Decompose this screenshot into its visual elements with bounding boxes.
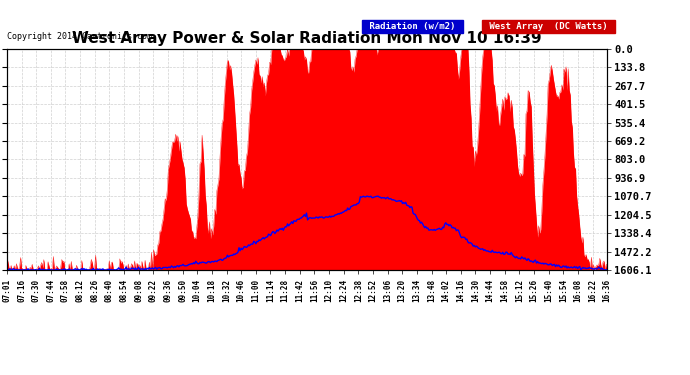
Text: West Array  (DC Watts): West Array (DC Watts) xyxy=(484,22,613,31)
Text: Radiation (w/m2): Radiation (w/m2) xyxy=(364,22,461,31)
Text: Copyright 2014 Cartronics.com: Copyright 2014 Cartronics.com xyxy=(7,32,152,41)
Title: West Array Power & Solar Radiation Mon Nov 10 16:39: West Array Power & Solar Radiation Mon N… xyxy=(72,31,542,46)
